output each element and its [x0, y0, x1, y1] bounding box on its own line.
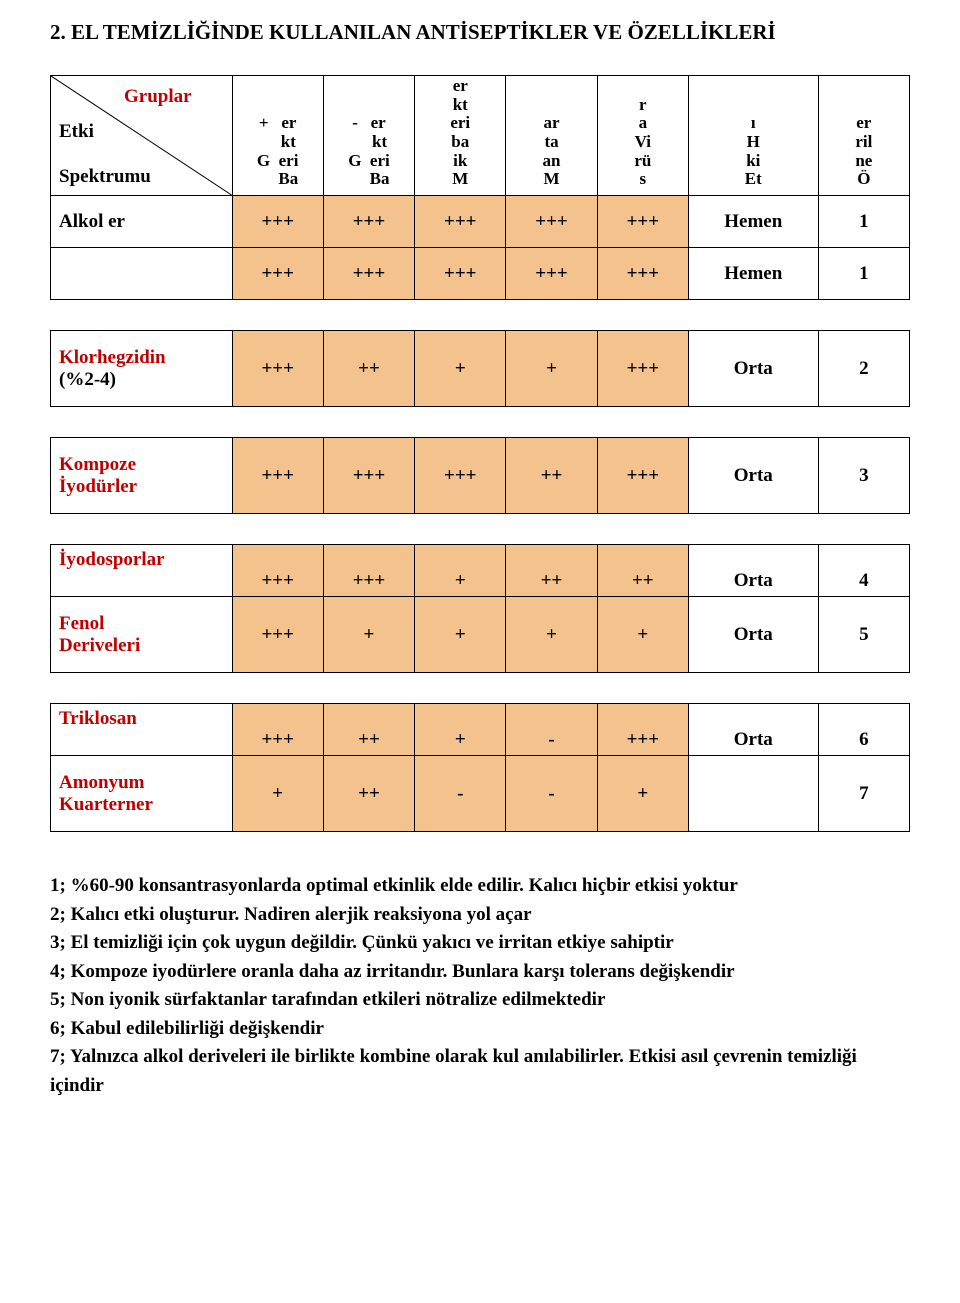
table-row: İyodosporlar +++ +++ + ++ ++ Orta 4	[51, 545, 910, 597]
table-row: Amonyum Kuarterner + ++ - - + 7	[51, 756, 910, 832]
table-row: Triklosan +++ ++ + - +++ Orta 6	[51, 704, 910, 756]
spectrum-label: Etki Spektrumu	[59, 98, 151, 189]
table-row: +++ +++ +++ +++ +++ Hemen 1	[51, 248, 910, 300]
antiseptics-table-block3: Kompoze İyodürler +++ +++ +++ ++ +++ Ort…	[50, 437, 910, 514]
diagonal-header-cell: Gruplar Etki Spektrumu	[51, 76, 233, 196]
page-title: 2. EL TEMİZLİĞİNDE KULLANILAN ANTİSEPTİK…	[50, 20, 910, 45]
footnote-4: 4; Kompoze iyodürlere oranla daha az irr…	[50, 958, 910, 987]
footnote-5: 5; Non iyonik sürfaktanlar tarafından et…	[50, 986, 910, 1015]
antiseptics-table-block2: Klorhegzidin (%2-4) +++ ++ + + +++ Orta …	[50, 330, 910, 407]
col-header-7: er ril ne Ö	[818, 76, 909, 196]
footnote-3: 3; El temizliği için çok uygun değildir.…	[50, 929, 910, 958]
footnotes: 1; %60-90 konsantrasyonlarda optimal etk…	[50, 872, 910, 1100]
table-row: Alkol er +++ +++ +++ +++ +++ Hemen 1	[51, 196, 910, 248]
footnote-6: 6; Kabul edilebilirliği değişkendir	[50, 1015, 910, 1044]
col-header-6: ı H ki Et	[688, 76, 818, 196]
footnote-7: 7; Yalnızca alkol deriveleri ile birlikt…	[50, 1043, 910, 1100]
table-row: Fenol Deriveleri +++ + + + + Orta 5	[51, 597, 910, 673]
table-row: Kompoze İyodürler +++ +++ +++ ++ +++ Ort…	[51, 438, 910, 514]
footnote-1: 1; %60-90 konsantrasyonlarda optimal etk…	[50, 872, 910, 901]
footnote-2: 2; Kalıcı etki oluşturur. Nadiren alerji…	[50, 901, 910, 930]
antiseptics-table-block4: İyodosporlar +++ +++ + ++ ++ Orta 4 Feno…	[50, 544, 910, 673]
col-header-5: r a Vi rü s	[597, 76, 688, 196]
antiseptics-table-block1: Gruplar Etki Spektrumu + er kt G eri Ba …	[50, 75, 910, 300]
table-row: Klorhegzidin (%2-4) +++ ++ + + +++ Orta …	[51, 331, 910, 407]
antiseptics-table-block5: Triklosan +++ ++ + - +++ Orta 6 Amonyum …	[50, 703, 910, 832]
